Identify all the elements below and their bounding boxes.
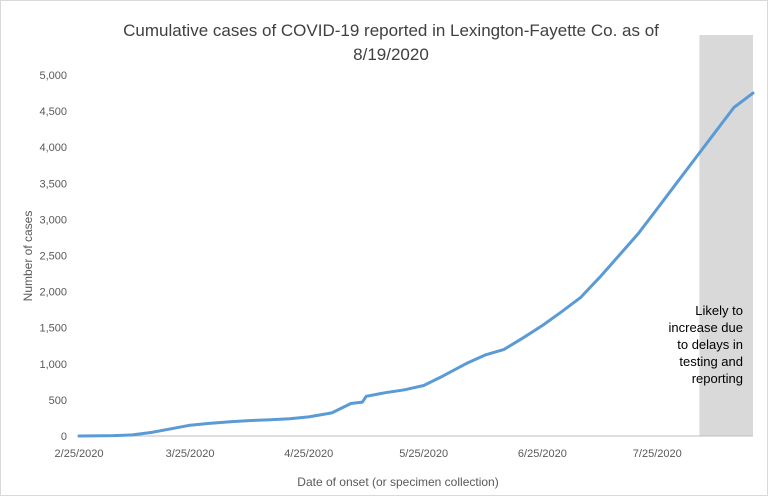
y-tick-label: 2,500 bbox=[39, 251, 67, 263]
chart-title-line1: Cumulative cases of COVID-19 reported in… bbox=[123, 21, 659, 40]
shaded-region bbox=[699, 35, 753, 436]
annotation-line: Likely to bbox=[695, 303, 743, 318]
x-tick-label: 7/25/2020 bbox=[633, 448, 682, 460]
y-tick-label: 3,000 bbox=[39, 214, 67, 226]
x-tick-label: 3/25/2020 bbox=[166, 448, 215, 460]
y-tick-label: 3,500 bbox=[39, 178, 67, 190]
chart-title: Cumulative cases of COVID-19 reported in… bbox=[61, 19, 721, 67]
y-tick-label: 2,000 bbox=[39, 287, 67, 299]
y-tick-label: 500 bbox=[49, 395, 67, 407]
annotation-line: to delays in bbox=[677, 337, 743, 352]
y-tick-label: 1,500 bbox=[39, 323, 67, 335]
y-tick-label: 0 bbox=[61, 431, 67, 443]
annotation-line: reporting bbox=[692, 371, 743, 386]
annotation-line: increase due bbox=[669, 320, 743, 335]
y-tick-label: 4,000 bbox=[39, 142, 67, 154]
y-tick-label: 4,500 bbox=[39, 106, 67, 118]
cumulative-cases-line bbox=[77, 91, 755, 438]
x-tick-label: 2/25/2020 bbox=[55, 448, 104, 460]
x-axis-title: Date of onset (or specimen collection) bbox=[297, 475, 498, 489]
y-tick-label: 1,000 bbox=[39, 359, 67, 371]
chart-title-line2: 8/19/2020 bbox=[353, 45, 429, 64]
x-tick-label: 4/25/2020 bbox=[284, 448, 333, 460]
y-tick-label: 5,000 bbox=[39, 70, 67, 82]
annotation-line: testing and bbox=[679, 354, 743, 369]
y-axis-title: Number of cases bbox=[21, 211, 35, 302]
x-tick-label: 5/25/2020 bbox=[399, 448, 448, 460]
x-tick-label: 6/25/2020 bbox=[518, 448, 567, 460]
